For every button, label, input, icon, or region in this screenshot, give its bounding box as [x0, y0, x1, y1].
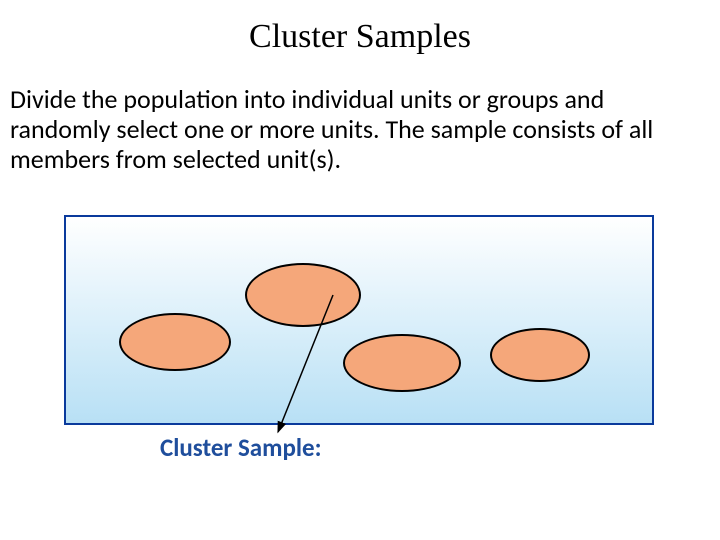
slide-title: Cluster Samples: [0, 18, 720, 56]
cluster-ellipse: [245, 263, 361, 327]
cluster-ellipse: [119, 313, 231, 371]
cluster-ellipse: [490, 328, 590, 382]
cluster-ellipse: [343, 334, 461, 392]
slide: Cluster Samples Divide the population in…: [0, 0, 720, 540]
diagram-caption: Cluster Sample:: [160, 432, 322, 463]
body-text: Divide the population into individual un…: [10, 85, 710, 175]
